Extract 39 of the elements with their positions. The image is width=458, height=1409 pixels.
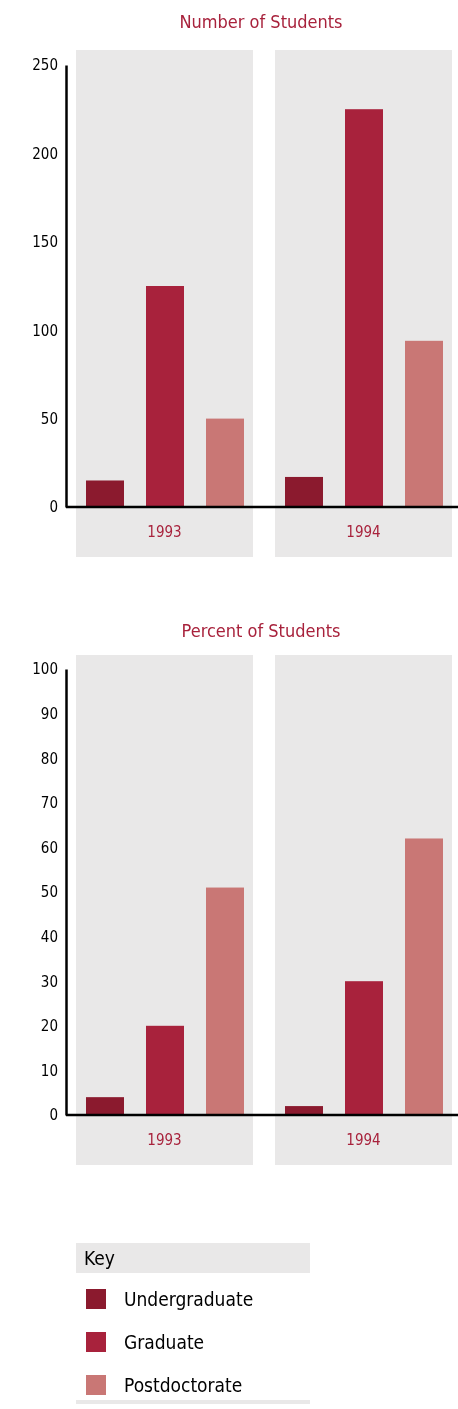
y-tick-label: 250: [32, 56, 58, 75]
chart-title: Percent of Students: [181, 620, 341, 641]
x-tick-label: 1994: [346, 523, 381, 541]
bar: [146, 1025, 184, 1115]
x-tick-label: 1993: [147, 1131, 182, 1149]
y-tick-label: 0: [49, 1106, 58, 1125]
x-tick-label: 1993: [147, 523, 182, 541]
y-tick-label: 200: [32, 144, 58, 163]
y-tick-label: 30: [40, 972, 58, 991]
y-tick-label: 50: [40, 883, 58, 902]
y-tick-label: 0: [49, 498, 58, 517]
legend-label: Graduate: [124, 1331, 205, 1353]
y-tick-label: 80: [40, 749, 58, 768]
bar: [285, 1106, 323, 1115]
bar: [345, 981, 383, 1115]
legend-label: Postdoctorate: [124, 1374, 243, 1396]
chart-title: Number of Students: [179, 11, 343, 32]
y-tick-label: 60: [40, 838, 58, 857]
y-tick-label: 100: [32, 321, 58, 340]
legend-title: Key: [84, 1247, 115, 1269]
bar: [405, 838, 443, 1115]
bar: [405, 340, 443, 507]
bar: [86, 1097, 124, 1115]
y-tick-label: 70: [40, 794, 58, 813]
y-tick-label: 100: [32, 660, 58, 679]
bar: [285, 476, 323, 507]
y-tick-label: 40: [40, 927, 58, 946]
y-tick-label: 90: [40, 704, 58, 723]
legend-label: Undergraduate: [124, 1288, 254, 1310]
y-tick-label: 20: [40, 1017, 58, 1036]
x-tick-label: 1994: [346, 1131, 381, 1149]
bar: [86, 480, 124, 507]
y-tick-label: 150: [32, 233, 58, 252]
bar: [146, 286, 184, 507]
y-tick-label: 10: [40, 1061, 58, 1080]
bar: [206, 418, 244, 507]
y-tick-label: 50: [40, 409, 58, 428]
bar: [345, 109, 383, 507]
bar: [206, 887, 244, 1115]
